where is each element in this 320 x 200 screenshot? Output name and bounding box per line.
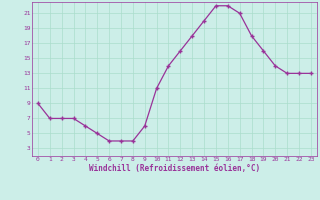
X-axis label: Windchill (Refroidissement éolien,°C): Windchill (Refroidissement éolien,°C) — [89, 164, 260, 173]
